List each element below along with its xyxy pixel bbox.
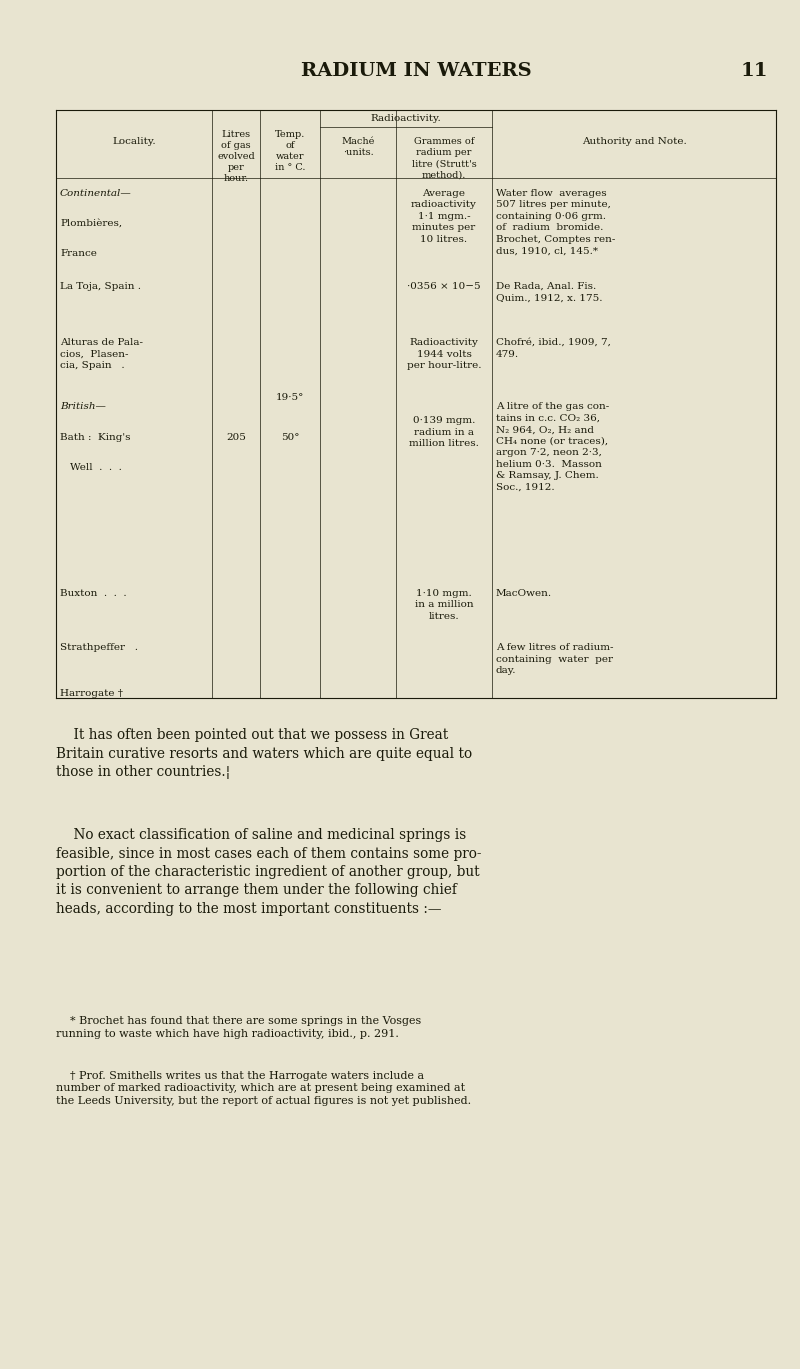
Text: Continental—: Continental—	[60, 189, 132, 199]
Text: Strathpeffer   .: Strathpeffer .	[60, 643, 138, 653]
Text: Temp.
of
water
in ° C.: Temp. of water in ° C.	[274, 130, 306, 172]
Text: Authority and Note.: Authority and Note.	[582, 137, 686, 146]
Text: A litre of the gas con-
tains in c.c. CO₂ 36,
N₂ 964, O₂, H₂ and
CH₄ none (or tr: A litre of the gas con- tains in c.c. CO…	[496, 402, 610, 491]
Text: A few litres of radium-
containing  water  per
day.: A few litres of radium- containing water…	[496, 643, 614, 675]
Text: British—: British—	[60, 402, 106, 412]
Text: Chofré, ibid., 1909, 7,
479.: Chofré, ibid., 1909, 7, 479.	[496, 338, 611, 359]
Text: Radioactivity
1944 volts
per hour-litre.: Radioactivity 1944 volts per hour-litre.	[406, 338, 482, 370]
Text: Buxton  .  .  .: Buxton . . .	[60, 589, 126, 598]
Text: 19·5°: 19·5°	[276, 393, 304, 402]
Text: 205: 205	[226, 433, 246, 442]
Text: 0·139 mgm.
radium in a
million litres.: 0·139 mgm. radium in a million litres.	[409, 416, 479, 448]
Text: † Prof. Smithells writes us that the Harrogate waters include a
number of marked: † Prof. Smithells writes us that the Har…	[56, 1071, 471, 1106]
Text: Well  .  .  .: Well . . .	[70, 463, 122, 472]
Text: No exact classification of saline and medicinal springs is
feasible, since in mo: No exact classification of saline and me…	[56, 828, 482, 916]
Text: La Toja, Spain .: La Toja, Spain .	[60, 282, 141, 292]
Text: Maché
·units.: Maché ·units.	[342, 137, 374, 157]
Text: Plombières,: Plombières,	[60, 219, 122, 229]
Text: Locality.: Locality.	[112, 137, 156, 146]
Text: 50°: 50°	[281, 433, 299, 442]
Text: ·0356 × 10−5: ·0356 × 10−5	[407, 282, 481, 292]
Text: De Rada, Anal. Fis.
Quim., 1912, x. 175.: De Rada, Anal. Fis. Quim., 1912, x. 175.	[496, 282, 602, 303]
Text: 11: 11	[741, 62, 768, 79]
Text: Bath :  King's: Bath : King's	[60, 433, 130, 442]
Text: Alturas de Pala-
cios,  Plasen-
cia, Spain   .: Alturas de Pala- cios, Plasen- cia, Spai…	[60, 338, 143, 370]
Text: MacOwen.: MacOwen.	[496, 589, 552, 598]
Text: * Brochet has found that there are some springs in the Vosges
running to waste w: * Brochet has found that there are some …	[56, 1016, 422, 1039]
Text: 1·10 mgm.
in a million
litres.: 1·10 mgm. in a million litres.	[414, 589, 474, 620]
Text: Grammes of
radium per
litre (Strutt's
method).: Grammes of radium per litre (Strutt's me…	[412, 137, 476, 179]
Text: France: France	[60, 249, 97, 259]
Text: Harrogate †: Harrogate †	[60, 689, 123, 698]
Text: Radioactivity.: Radioactivity.	[370, 114, 442, 123]
Text: It has often been pointed out that we possess in Great
Britain curative resorts : It has often been pointed out that we po…	[56, 728, 472, 779]
Text: RADIUM IN WATERS: RADIUM IN WATERS	[301, 62, 531, 79]
Text: Water flow  averages
507 litres per minute,
containing 0·06 grm.
of  radium  bro: Water flow averages 507 litres per minut…	[496, 189, 615, 255]
Text: Average
radioactivity
1·1 mgm.-
minutes per
10 litres.: Average radioactivity 1·1 mgm.- minutes …	[411, 189, 477, 244]
Text: Litres
of gas
evolved
per
hour.: Litres of gas evolved per hour.	[217, 130, 255, 183]
